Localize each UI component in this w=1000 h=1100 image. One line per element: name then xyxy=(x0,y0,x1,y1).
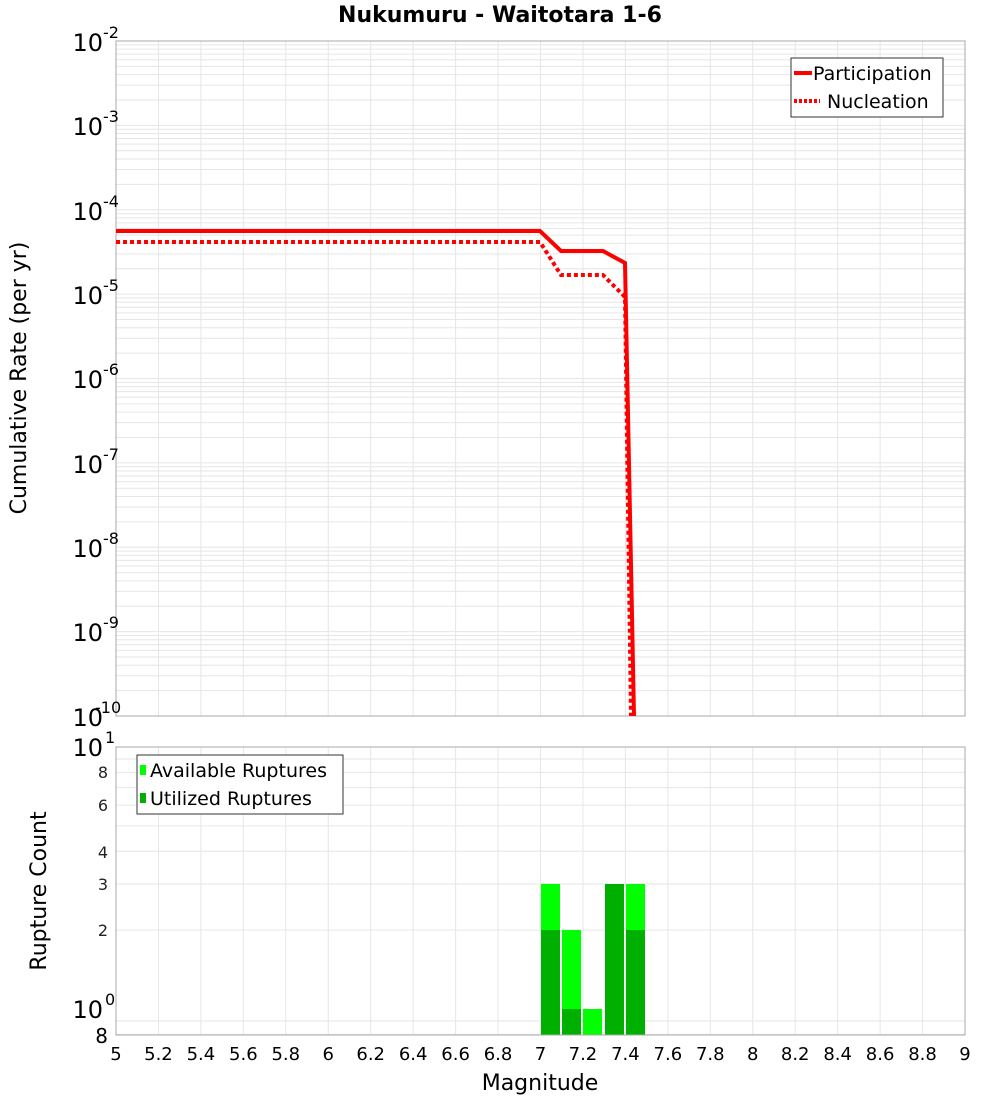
svg-text:10: 10 xyxy=(72,282,103,310)
svg-text:4: 4 xyxy=(98,843,108,862)
svg-text:10: 10 xyxy=(72,366,103,394)
bottom-plot: 10 1 8 6 4 3 2 10 0 8 Rupture Count Avai… xyxy=(27,728,971,1096)
top-y-ticks: 10 -2 10 -3 10 -4 10 -5 10 -6 10 -7 10 -… xyxy=(72,23,121,732)
x-tick-label: 6.2 xyxy=(356,1044,385,1065)
x-tick-label: 8.6 xyxy=(866,1044,895,1065)
x-tick-label: 8.2 xyxy=(781,1044,810,1065)
x-tick-label: 5 xyxy=(110,1044,121,1065)
svg-text:10: 10 xyxy=(72,619,103,647)
bar-utilized-7.3 xyxy=(605,884,624,1035)
top-plot-frame xyxy=(115,40,966,717)
ytick-base: 10 xyxy=(72,29,103,57)
x-tick-label: 6.4 xyxy=(399,1044,428,1065)
svg-text:10: 10 xyxy=(72,996,103,1024)
top-grid xyxy=(116,41,965,717)
svg-text:10: 10 xyxy=(72,198,103,226)
svg-text:-3: -3 xyxy=(103,107,119,126)
x-tick-label: 5.6 xyxy=(229,1044,258,1065)
svg-text:-8: -8 xyxy=(103,529,119,548)
x-tick-label: 5.4 xyxy=(187,1044,216,1065)
x-tick-label: 6.6 xyxy=(441,1044,470,1065)
chart-title: Nukumuru - Waitotara 1-6 xyxy=(338,3,662,28)
x-ticks: 5 5.2 5.4 5.6 5.8 6 6.2 6.4 6.6 6.8 7 7.2 7.4 7.6 7.8 8… xyxy=(110,1044,970,1065)
svg-text:10: 10 xyxy=(72,451,103,479)
x-tick-label: 8.4 xyxy=(823,1044,852,1065)
x-tick-label: 7.4 xyxy=(611,1044,640,1065)
ytick-exp: -2 xyxy=(103,23,119,42)
svg-text:8: 8 xyxy=(95,1024,108,1048)
x-tick-label: 7.8 xyxy=(696,1044,725,1065)
bottom-y-axis-label: Rupture Count xyxy=(27,811,52,971)
bottom-plot-frame xyxy=(115,746,966,1036)
x-tick-label: 7.2 xyxy=(569,1044,598,1065)
bottom-grid xyxy=(116,747,965,1035)
svg-text:1: 1 xyxy=(105,728,115,747)
bar-utilized-7.4 xyxy=(626,930,645,1035)
x-tick-label: 9 xyxy=(959,1044,970,1065)
x-tick-label: 7 xyxy=(535,1044,546,1065)
nucleation-line xyxy=(116,240,633,717)
x-tick-label: 8.8 xyxy=(908,1044,937,1065)
svg-text:6: 6 xyxy=(98,796,108,815)
svg-text:10: 10 xyxy=(72,113,103,141)
bar-available-7.1 xyxy=(562,930,581,1035)
legend-nucleation: Nucleation xyxy=(827,91,929,113)
svg-text:-7: -7 xyxy=(103,445,119,464)
x-tick-label: 6.8 xyxy=(484,1044,513,1065)
legend-utilized: Utilized Ruptures xyxy=(150,788,312,810)
svg-text:-4: -4 xyxy=(103,192,119,211)
rupture-bars xyxy=(541,884,645,1035)
svg-text:10: 10 xyxy=(72,734,103,762)
legend-available: Available Ruptures xyxy=(150,760,327,782)
legend-participation: Participation xyxy=(813,63,932,85)
bottom-legend: Available Ruptures Utilized Ruptures xyxy=(136,754,344,815)
top-legend: Participation Nucleation xyxy=(790,57,944,118)
top-plot: 10 -2 10 -3 10 -4 10 -5 10 -6 10 -7 10 -… xyxy=(7,23,966,732)
x-tick-label: 5.2 xyxy=(144,1044,173,1065)
x-tick-label: 6 xyxy=(323,1044,334,1065)
svg-text:10: 10 xyxy=(72,535,103,563)
bar-available-7.2 xyxy=(583,1009,602,1035)
svg-text:-10: -10 xyxy=(95,698,121,717)
bottom-y-ticks: 10 1 8 6 4 3 2 10 0 8 xyxy=(72,728,115,1048)
svg-text:8: 8 xyxy=(98,763,108,782)
available-legend-swatch xyxy=(140,765,146,775)
x-axis-label: Magnitude xyxy=(482,1071,599,1096)
bar-utilized-7.1 xyxy=(562,1009,581,1035)
svg-text:-5: -5 xyxy=(103,276,119,295)
participation-line xyxy=(116,229,636,717)
x-tick-label: 5.8 xyxy=(271,1044,300,1065)
svg-text:2: 2 xyxy=(98,921,108,940)
x-tick-label: 8 xyxy=(747,1044,758,1065)
svg-text:10: 10 xyxy=(72,704,103,732)
bar-utilized-7.0 xyxy=(541,930,560,1035)
svg-text:-6: -6 xyxy=(103,360,119,379)
utilized-legend-swatch xyxy=(140,793,146,803)
top-y-axis-label: Cumulative Rate (per yr) xyxy=(7,242,32,515)
svg-text:3: 3 xyxy=(98,875,108,894)
svg-text:0: 0 xyxy=(105,990,115,1009)
svg-text:-9: -9 xyxy=(103,613,119,632)
x-tick-label: 7.6 xyxy=(654,1044,683,1065)
